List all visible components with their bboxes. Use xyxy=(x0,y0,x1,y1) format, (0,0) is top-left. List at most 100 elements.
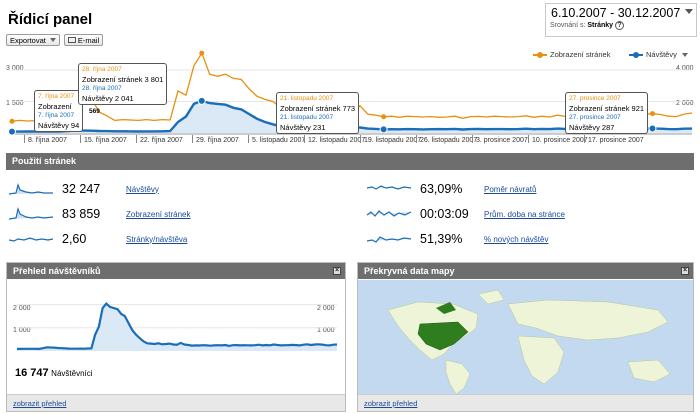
x-tick-label: 15. října 2007 xyxy=(84,137,127,144)
point-visits[interactable] xyxy=(8,127,16,136)
help-icon[interactable]: ? xyxy=(615,21,625,30)
point-pageviews[interactable] xyxy=(9,118,15,124)
x-tick-mark xyxy=(248,135,249,143)
metric-value: 63,09% xyxy=(420,182,463,196)
x-tick-label: 3. prosince 2007 xyxy=(476,137,528,144)
x-tick-label: 26. listopadu 2007 xyxy=(420,137,478,144)
point-pageviews[interactable] xyxy=(199,50,205,56)
x-tick-mark xyxy=(80,135,81,143)
sparkline-icon xyxy=(366,236,412,243)
sparkline-icon xyxy=(8,183,53,195)
metric-link[interactable]: Poměr návratů xyxy=(484,184,537,194)
visitors-line xyxy=(17,302,338,351)
x-tick-mark xyxy=(360,135,361,143)
point-pageviews[interactable] xyxy=(381,114,387,120)
x-tick-label: 10. prosince 2007 xyxy=(532,137,588,144)
tooltip-extra: 569 xyxy=(89,108,100,115)
metric-visits: 32 247 Návštěvy xyxy=(8,180,159,198)
compare-row: Srovnání s: Stránky ? xyxy=(550,21,625,30)
tooltip: 7. října 2007 Zobrazení 7. října 2007 Ná… xyxy=(34,90,84,132)
point-pageviews[interactable] xyxy=(649,111,655,117)
metric-link[interactable]: Zobrazení stránek xyxy=(126,209,191,219)
metric-bounce-rate: 63,09% Poměr návratů xyxy=(366,180,536,198)
tooltip-pv-text: Zobrazení stránek 3 801 xyxy=(82,74,164,84)
visits-area xyxy=(12,100,692,133)
metric-link[interactable]: Návštěvy xyxy=(126,184,159,194)
visitors-total-label: Návštěvníci xyxy=(51,369,93,378)
y-right-tick: 2 000 xyxy=(676,100,694,107)
view-report-link[interactable]: zobrazit přehled xyxy=(364,399,418,408)
tooltip: 28. října 2007 Zobrazení stránek 3 801 2… xyxy=(78,63,168,105)
close-icon[interactable]: × xyxy=(681,267,689,275)
metric-value: 00:03:09 xyxy=(420,207,469,221)
tooltip-pv-text: Zobrazení xyxy=(38,101,72,111)
usage-header: Použití stránek xyxy=(6,153,694,170)
tooltip-v-text: Návštěvy 231 xyxy=(280,122,326,132)
tooltip-v-date: 27. prosince 2007 xyxy=(569,114,621,121)
x-tick-mark xyxy=(24,135,25,143)
metric-pages-per-visit: 2,60 Stránky/návštěva xyxy=(8,230,187,248)
map-panel-title: Překryvná data mapy xyxy=(364,266,455,276)
visitors-total: 16 747 xyxy=(15,367,49,379)
metric-link[interactable]: Stránky/návštěva xyxy=(126,234,188,244)
tooltip-v-text: Návštěvy 287 xyxy=(569,122,615,132)
metric-value: 83 859 xyxy=(62,207,101,221)
close-icon[interactable]: × xyxy=(333,267,341,275)
tooltip-pv-date: 27. prosince 2007 xyxy=(569,95,621,102)
tooltip-pv-text: Zobrazení stránek 773 xyxy=(280,103,356,113)
tooltip-v-text: Návštěvy 2 041 xyxy=(82,93,134,103)
point-visits[interactable] xyxy=(648,124,657,133)
x-tick-mark xyxy=(528,135,529,143)
world-map[interactable] xyxy=(358,280,693,396)
compare-value[interactable]: Stránky xyxy=(587,22,614,29)
metric-link[interactable]: % nových návštěv xyxy=(484,234,549,244)
x-tick-mark xyxy=(304,135,305,143)
metric-value: 2,60 xyxy=(62,232,87,246)
chevron-down-icon xyxy=(49,38,56,42)
x-tick-label: 22. října 2007 xyxy=(140,137,183,144)
metric-value: 51,39% xyxy=(420,232,463,246)
tooltip: 21. listopadu 2007 Zobrazení stránek 773… xyxy=(276,92,360,134)
export-button[interactable]: Exportovat xyxy=(6,34,60,46)
tooltip-v-date: 28. října 2007 xyxy=(82,85,122,92)
y-right-tick: 4 000 xyxy=(676,65,694,72)
map-panel-header: Překryvná data mapy × xyxy=(358,263,693,279)
metric-pageviews: 83 859 Zobrazení stránek xyxy=(8,205,190,223)
x-tick-mark xyxy=(136,135,137,143)
x-tick-label: 17. prosince 2007 xyxy=(588,137,644,144)
sparkline-icon xyxy=(366,185,412,190)
x-axis-labels: 8. října 2007 15. října 2007 22. října 200… xyxy=(0,135,700,147)
x-tick-label: 29. října 2007 xyxy=(196,137,239,144)
metric-avg-time: 00:03:09 Prům. doba na stránce xyxy=(366,205,565,223)
date-range-picker[interactable]: 6.10.2007 - 30.12.2007 xyxy=(545,3,697,37)
y-tick: 1 000 xyxy=(13,327,31,334)
x-tick-label: 19. listopadu 2007 xyxy=(364,137,422,144)
metric-value: 32 247 xyxy=(62,182,101,196)
metric-new-visits: 51,39% % nových návštěv xyxy=(366,230,548,248)
tooltip-pv-date: 7. října 2007 xyxy=(38,93,75,100)
tooltip-v-date: 21. listopadu 2007 xyxy=(280,114,334,121)
x-tick-mark xyxy=(192,135,193,143)
visitors-panel: Přehled návštěvníků × 2 000 1 000 2 000 … xyxy=(6,262,346,412)
legend-pageviews[interactable]: Zobrazení stránek xyxy=(533,50,610,59)
map-panel: Překryvná data mapy × zobrazit přehled xyxy=(357,262,694,412)
point-visits[interactable] xyxy=(197,96,206,105)
visitors-panel-footer: zobrazit přehled xyxy=(7,394,345,411)
y-tick: 2 000 xyxy=(13,305,31,312)
legend-visits[interactable]: Návštěvy xyxy=(629,50,688,59)
visitors-area xyxy=(17,303,337,351)
y-left-tick: 1 500 xyxy=(6,100,24,107)
tooltip: 27. prosince 2007 Zobrazení stránek 921 … xyxy=(565,92,649,134)
view-report-link[interactable]: zobrazit přehled xyxy=(13,399,67,408)
tooltip-v-date: 7. října 2007 xyxy=(38,112,75,119)
mail-icon xyxy=(67,37,76,43)
email-button[interactable]: E-mail xyxy=(63,34,104,46)
y-left-tick: 3 000 xyxy=(6,65,24,72)
chevron-down-icon xyxy=(681,52,688,57)
sparkline-icon xyxy=(366,210,412,217)
x-tick-label: 5. listopadu 2007 xyxy=(252,137,306,144)
metric-link[interactable]: Prům. doba na stránce xyxy=(484,209,565,219)
y-tick: 2 000 xyxy=(317,305,335,312)
visitors-chart[interactable] xyxy=(7,285,345,365)
point-visits[interactable] xyxy=(379,125,388,134)
